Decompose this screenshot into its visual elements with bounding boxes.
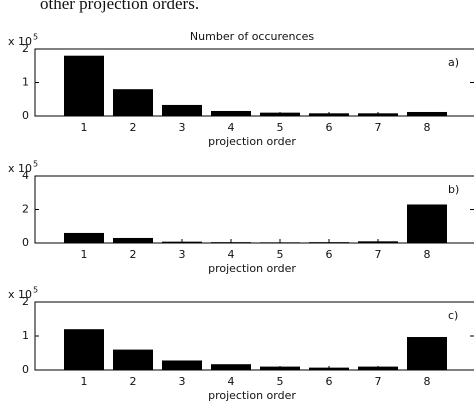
bar	[407, 337, 447, 370]
x-axis-label: projection order	[208, 135, 296, 148]
x-tick-label: 7	[375, 121, 382, 134]
multiplier: x 10	[8, 162, 32, 175]
x-tick-label: 8	[424, 121, 431, 134]
y-tick-label: 2	[22, 295, 29, 308]
bar	[113, 349, 153, 370]
multiplier-exponent: 5	[33, 160, 38, 169]
x-tick-label: 3	[179, 248, 186, 261]
y-tick-label: 1	[22, 329, 29, 342]
x-tick-label: 1	[81, 248, 88, 261]
panel-label: c)	[448, 309, 458, 322]
axes-box	[34, 175, 474, 244]
y-tick-label: 0	[22, 236, 29, 249]
bar	[162, 104, 202, 116]
bar	[407, 204, 447, 243]
multiplier: x 10	[8, 35, 32, 48]
x-tick-label: 4	[228, 375, 235, 388]
y-tick-label: 4	[22, 169, 29, 182]
x-tick-label: 5	[277, 121, 284, 134]
panel-label: a)	[448, 56, 459, 69]
x-axis-label: projection order	[208, 262, 296, 275]
y-tick-label: 1	[22, 76, 29, 89]
x-tick-label: 7	[375, 248, 382, 261]
x-tick-label: 2	[130, 248, 137, 261]
bar	[64, 232, 104, 243]
axes-box	[34, 301, 474, 371]
caption: other projection orders.	[40, 0, 199, 13]
y-tick-label: 0	[22, 109, 29, 122]
x-tick-label: 5	[277, 375, 284, 388]
y-tick-label: 2	[22, 203, 29, 216]
x-tick-label: 4	[228, 121, 235, 134]
bar	[162, 360, 202, 370]
multiplier-exponent: 5	[33, 286, 38, 295]
x-tick-label: 2	[130, 121, 137, 134]
y-tick-label: 2	[22, 42, 29, 55]
x-axis-label: projection order	[208, 389, 296, 402]
bar	[64, 329, 104, 370]
x-tick-label: 4	[228, 248, 235, 261]
x-tick-label: 3	[179, 375, 186, 388]
x-tick-label: 1	[81, 375, 88, 388]
x-tick-label: 3	[179, 121, 186, 134]
x-tick-label: 1	[81, 121, 88, 134]
x-tick-label: 2	[130, 375, 137, 388]
x-tick-label: 6	[326, 375, 333, 388]
x-tick-label: 5	[277, 248, 284, 261]
x-tick-label: 7	[375, 375, 382, 388]
multiplier: x 10	[8, 288, 32, 301]
x-tick-label: 6	[326, 121, 333, 134]
bar	[113, 89, 153, 116]
x-tick-label: 8	[424, 375, 431, 388]
multiplier-exponent: 5	[33, 33, 38, 42]
x-tick-label: 6	[326, 248, 333, 261]
panel-label: b)	[448, 183, 459, 196]
x-tick-label: 8	[424, 248, 431, 261]
chart-title: Number of occurences	[190, 30, 314, 43]
axes-box	[34, 48, 474, 117]
y-tick-label: 0	[22, 363, 29, 376]
bar	[64, 55, 104, 116]
